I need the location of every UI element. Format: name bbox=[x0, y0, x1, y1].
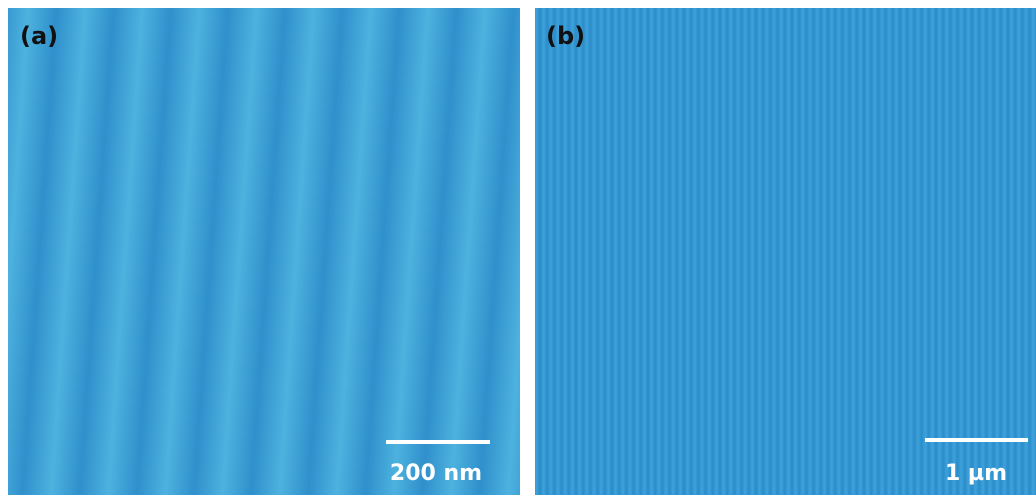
panel-b: (b) 1 µm bbox=[535, 8, 1036, 495]
page: (a) 200 nm (b) 1 µm (() => { const data … bbox=[0, 0, 1036, 495]
panel-label: (b) bbox=[546, 22, 585, 50]
afm-image bbox=[8, 8, 520, 495]
figure: (a) 200 nm (b) 1 µm bbox=[0, 0, 1036, 495]
panel-label: (a) bbox=[20, 22, 58, 50]
scale-bar-label: 200 nm bbox=[390, 461, 482, 486]
panel-a: (a) 200 nm bbox=[8, 8, 520, 495]
afm-image bbox=[535, 8, 1036, 495]
scale-bar-label: 1 µm bbox=[945, 461, 1007, 486]
